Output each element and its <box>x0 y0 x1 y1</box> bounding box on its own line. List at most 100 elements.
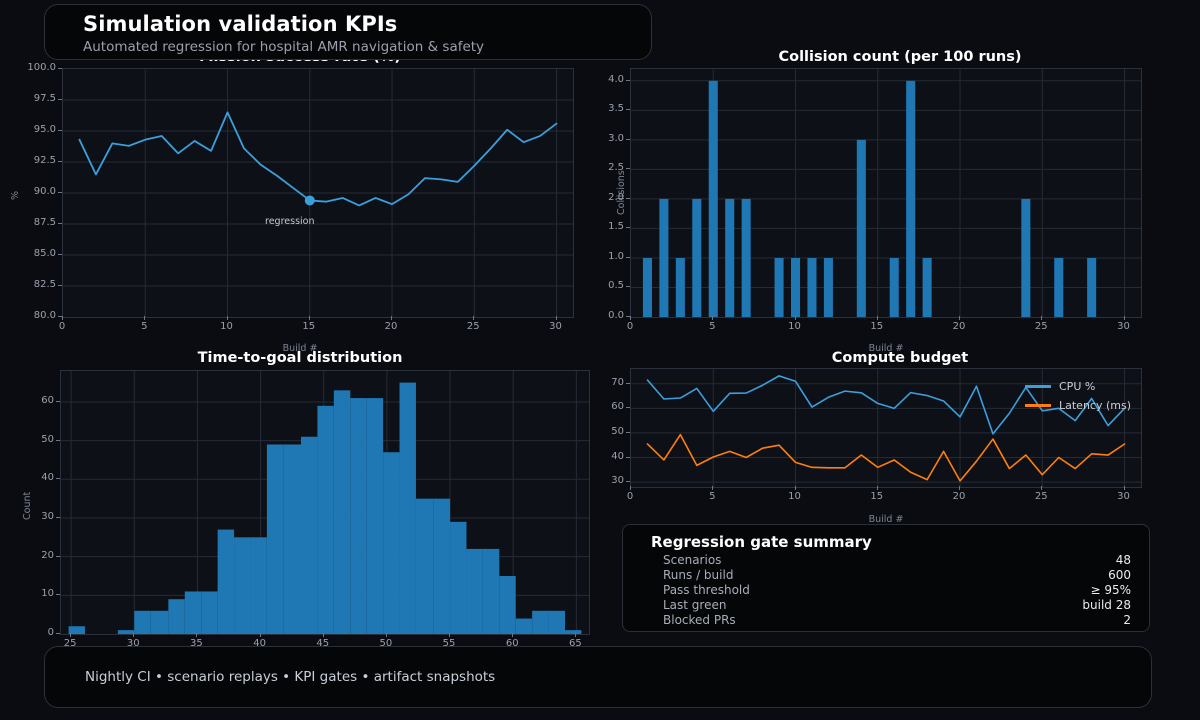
y-tick-mark <box>626 481 630 483</box>
summary-value: 600 <box>1108 568 1131 582</box>
summary-key: Scenarios <box>663 553 722 567</box>
x-tick-mark <box>473 316 475 320</box>
y-tick-label: 82.5 <box>33 279 56 290</box>
y-tick-mark <box>626 79 630 81</box>
y-tick-label: 60 <box>41 394 54 406</box>
page-subtitle: Automated regression for hospital AMR na… <box>83 39 485 55</box>
x-tick-label: 25 <box>1034 491 1048 502</box>
x-tick-mark <box>449 633 451 637</box>
y-tick-label: 2.5 <box>608 162 624 174</box>
x-tick-mark <box>1041 486 1043 490</box>
title-card: Simulation validation KPIs Automated reg… <box>44 4 652 60</box>
x-tick-mark <box>794 316 796 320</box>
x-tick-label: 5 <box>709 491 716 502</box>
chart-title-compute-budget: Compute budget <box>831 350 969 366</box>
y-tick-mark <box>58 99 62 100</box>
legend-item: CPU % <box>1025 380 1131 393</box>
y-tick-label: 80.0 <box>33 310 56 321</box>
y-tick-label: 4.0 <box>608 73 624 85</box>
x-tick-label: 20 <box>952 491 966 502</box>
xaxis-label-collision-count: Build # <box>868 343 904 354</box>
x-tick-label: 15 <box>870 491 884 502</box>
footer-text: Nightly CI • scenario replays • KPI gate… <box>85 669 496 685</box>
y-tick-label: 40 <box>41 472 54 484</box>
y-tick-label: 50 <box>611 425 624 437</box>
legend-compute-budget: CPU % Latency (ms) <box>1025 380 1131 418</box>
x-tick-mark <box>876 486 878 490</box>
summary-key: Pass threshold <box>663 583 750 597</box>
summary-row: Blocked PRs 2 <box>651 613 1131 628</box>
summary-row: Pass threshold ≥ 95% <box>651 583 1131 598</box>
summary-value: ≥ 95% <box>1090 583 1131 597</box>
summary-key: Last green <box>663 598 727 612</box>
panel-time-to-goal: Time-to-goal distribution Seconds Count … <box>0 340 600 669</box>
y-tick-mark <box>56 594 60 596</box>
x-tick-mark <box>308 316 310 320</box>
y-tick-label: 87.5 <box>33 217 56 228</box>
legend-swatch-cpu <box>1025 385 1051 388</box>
chart-title-time-to-goal: Time-to-goal distribution <box>197 350 403 366</box>
x-tick-mark <box>1041 316 1043 320</box>
xaxis-label-compute-budget: Build # <box>868 514 904 525</box>
x-tick-mark <box>630 316 631 320</box>
x-tick-mark <box>385 633 387 637</box>
footer-card: Nightly CI • scenario replays • KPI gate… <box>44 646 1152 708</box>
y-tick-mark <box>626 168 630 170</box>
x-tick-label: 40 <box>253 638 266 649</box>
x-tick-mark <box>712 316 714 320</box>
legend-label-latency: Latency (ms) <box>1059 399 1132 412</box>
x-tick-label: 30 <box>126 638 140 649</box>
summary-row: Last green build 28 <box>651 598 1131 613</box>
y-tick-mark <box>58 316 62 317</box>
x-tick-mark <box>876 316 878 320</box>
x-tick-label: 0 <box>626 491 634 502</box>
summary-row: Runs / build 600 <box>651 568 1131 583</box>
y-tick-mark <box>58 192 62 193</box>
legend-swatch-latency <box>1025 404 1051 407</box>
y-tick-mark <box>626 256 630 258</box>
x-tick-mark <box>959 316 961 320</box>
panel-collision-count: Collision count (per 100 runs) Build # C… <box>600 40 1200 354</box>
y-tick-label: 0.5 <box>608 280 624 292</box>
y-tick-label: 0.0 <box>608 310 624 321</box>
y-tick-mark <box>58 161 62 162</box>
x-tick-label: 15 <box>302 321 316 332</box>
annotation-regression: regression <box>265 216 315 227</box>
y-tick-label: 30 <box>41 510 54 522</box>
x-tick-mark <box>259 633 261 637</box>
y-tick-label: 2.0 <box>608 191 624 203</box>
panel-mission-success: Mission success rate (%) Build # % regre… <box>0 40 600 354</box>
legend-item: Latency (ms) <box>1025 399 1131 412</box>
y-tick-mark <box>626 109 630 111</box>
y-tick-mark <box>56 633 60 634</box>
y-tick-mark <box>626 431 630 433</box>
y-tick-mark <box>626 197 630 199</box>
x-tick-mark <box>575 633 577 637</box>
chart-title-collision-count: Collision count (per 100 runs) <box>778 49 1022 65</box>
summary-title: Regression gate summary <box>651 533 872 551</box>
x-tick-mark <box>62 316 63 320</box>
y-tick-label: 0 <box>47 627 54 638</box>
y-tick-label: 60 <box>611 401 624 413</box>
y-tick-mark <box>56 478 60 480</box>
x-tick-label: 20 <box>384 321 398 332</box>
y-tick-mark <box>626 286 630 288</box>
y-tick-mark <box>58 130 62 131</box>
y-tick-mark <box>56 439 60 441</box>
summary-value: 2 <box>1123 613 1131 627</box>
y-tick-mark <box>56 555 60 557</box>
x-tick-label: 5 <box>709 321 716 332</box>
y-tick-label: 90.0 <box>33 186 56 197</box>
y-tick-mark <box>56 516 60 518</box>
x-tick-label: 25 <box>466 321 480 332</box>
y-tick-label: 97.5 <box>33 93 56 104</box>
y-tick-label: 3.0 <box>608 132 624 144</box>
y-tick-mark <box>58 285 62 286</box>
x-tick-mark <box>1123 316 1125 320</box>
y-tick-label: 50 <box>41 433 54 445</box>
x-tick-label: 25 <box>63 638 77 649</box>
x-tick-label: 50 <box>379 638 393 649</box>
x-tick-label: 0 <box>58 321 66 332</box>
x-tick-mark <box>196 633 198 637</box>
